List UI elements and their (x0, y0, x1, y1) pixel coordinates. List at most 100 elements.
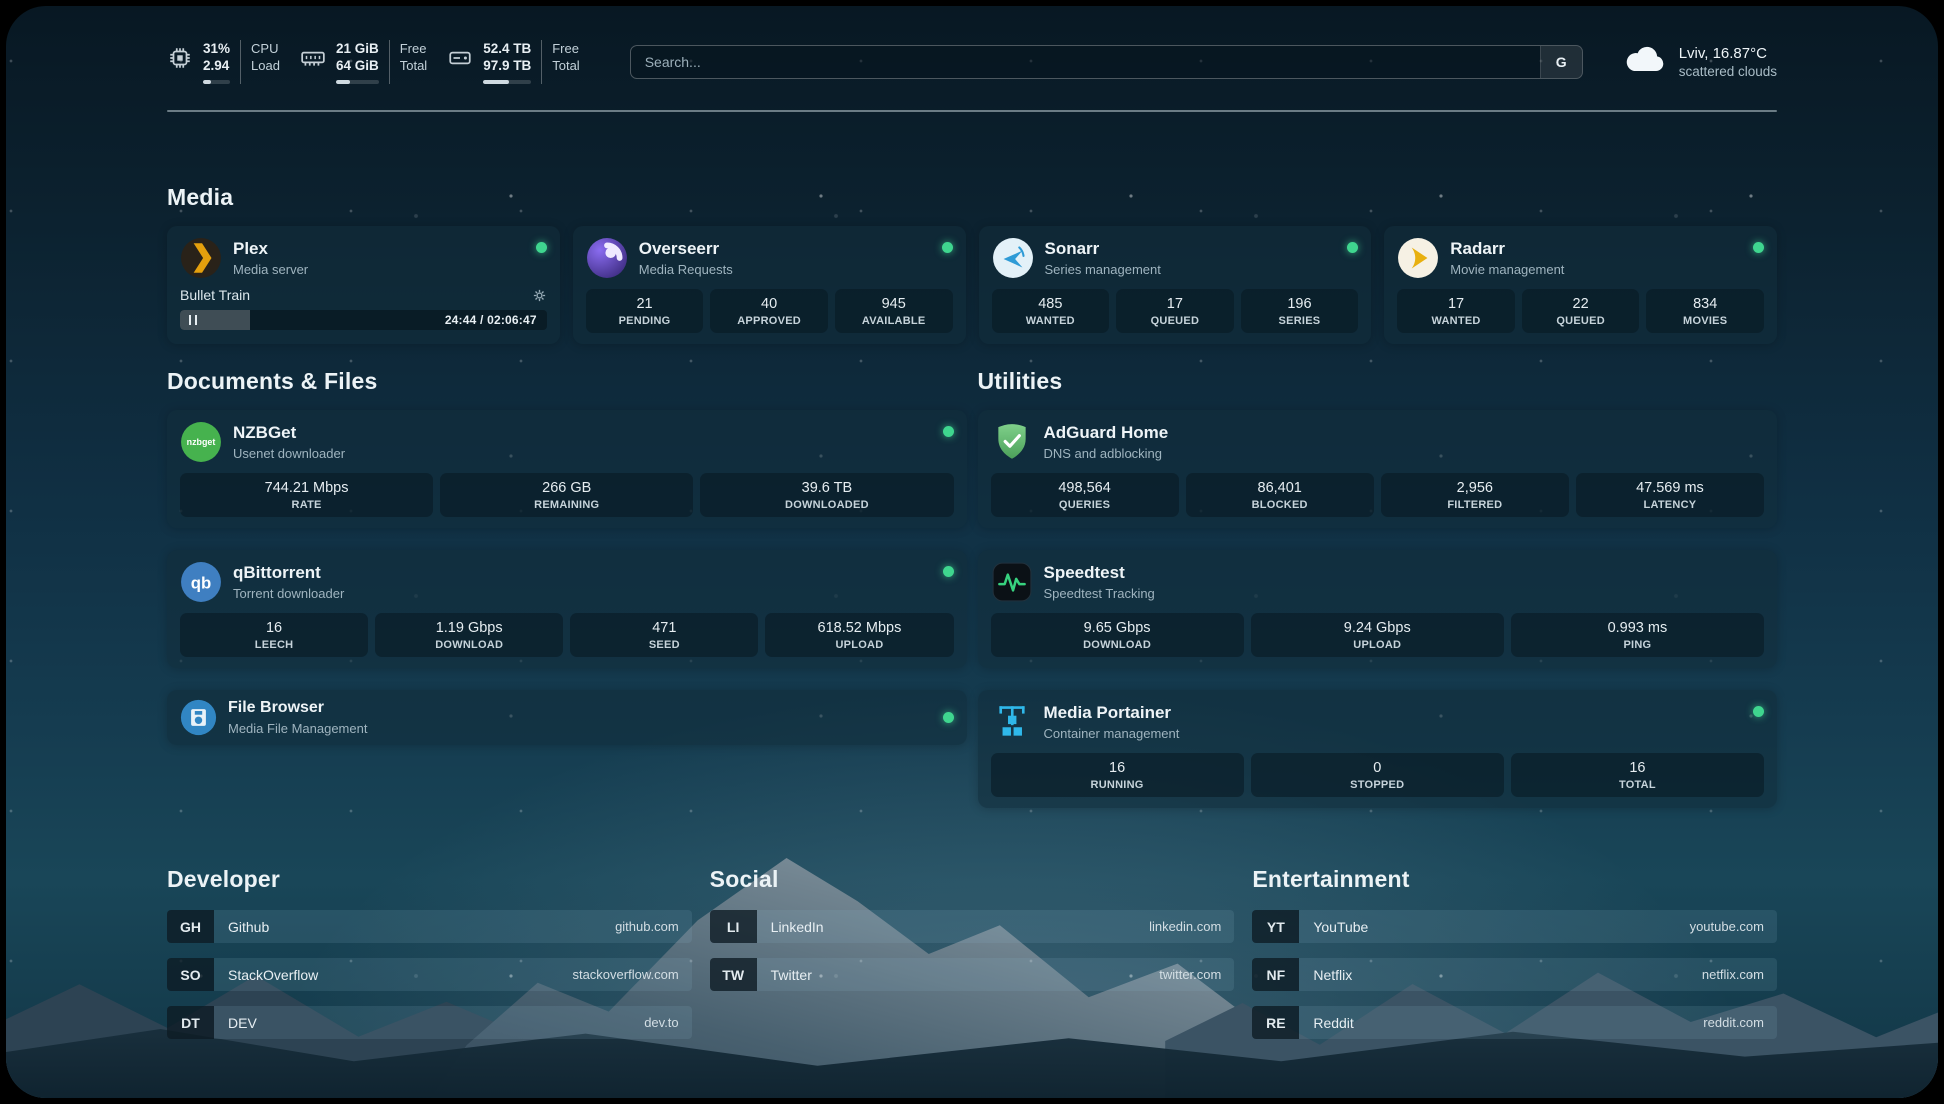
section-title-documents: Documents & Files (167, 368, 378, 394)
app-name: Radarr (1450, 239, 1506, 259)
stat-wanted: 485 WANTED (991, 289, 1110, 333)
disk-progress-track (483, 80, 532, 84)
stat-downloaded: 39.6 TB DOWNLOADED (700, 473, 954, 517)
sonarr-icon (992, 237, 1034, 279)
pause-icon[interactable] (189, 315, 197, 325)
metric-divider (388, 40, 390, 84)
ram-progress-fill (335, 80, 351, 84)
app-name: Plex (233, 239, 268, 259)
stat-upload: 618.52 Mbps UPLOAD (765, 613, 954, 657)
plex-icon (180, 237, 222, 279)
cpu-percent: 31% (203, 41, 231, 56)
stat-latency: 47.569 ms LATENCY (1575, 473, 1764, 517)
twitter-badge: TW (709, 958, 757, 991)
app-card-filebrowser[interactable]: File Browser Media File Management (167, 690, 967, 745)
ram-free-label: Free (399, 41, 427, 56)
gear-icon[interactable] (532, 288, 547, 303)
netflix-badge: NF (1252, 958, 1300, 991)
app-card-sonarr[interactable]: Sonarr Series management 485 WANTED 17 Q… (978, 226, 1372, 344)
app-desc: Series management (1044, 261, 1161, 277)
svg-text:nzbget: nzbget (187, 437, 216, 447)
stat-leech: 16 LEECH (180, 613, 369, 657)
stat-queued: 22 QUEUED (1521, 289, 1640, 333)
app-name: AdGuard Home (1043, 423, 1169, 443)
stat-queries: 498,564 QUERIES (990, 473, 1179, 517)
disk-total-label: Total (552, 58, 580, 73)
media-grid: Plex Media server Bullet Train 24:44 / 0… (167, 226, 1777, 344)
app-card-overseerr[interactable]: Overseerr Media Requests 21 PENDING 40 A… (572, 226, 966, 344)
app-name: Overseerr (638, 239, 720, 259)
stat-upload: 9.24 Gbps UPLOAD (1250, 613, 1504, 657)
github-badge: GH (167, 910, 214, 943)
cpu-label: CPU (251, 41, 279, 56)
stackoverflow-badge: SO (167, 958, 214, 991)
stat-queued: 17 QUEUED (1116, 289, 1234, 333)
section-title-utilities: Utilities (977, 368, 1063, 394)
utilities-column: Utilities AdGuard Home DNS and adblockin… (977, 368, 1777, 808)
bookmark-dev[interactable]: DT DEV dev.to (167, 1006, 692, 1039)
disk-free-label: Free (552, 41, 579, 56)
app-name: qBittorrent (233, 563, 321, 583)
youtube-badge: YT (1252, 910, 1300, 943)
cpu-metric: 31% 2.94 CPU Load (167, 40, 280, 84)
linkedin-badge: LI (709, 910, 757, 943)
disk-progress-fill (483, 80, 509, 84)
bookmark-linkedin[interactable]: LI LinkedIn linkedin.com (709, 910, 1235, 943)
ram-progress-track (335, 80, 379, 84)
status-dot (1347, 242, 1359, 253)
stat-stopped: 0 STOPPED (1250, 753, 1504, 797)
weather-widget: Lviv, 16.87°C scattered clouds (1623, 45, 1777, 80)
playback-progress-bar[interactable]: 24:44 / 02:06:47 (180, 310, 547, 330)
section-title-entertainment: Entertainment (1252, 866, 1410, 892)
bookmark-twitter[interactable]: TW Twitter twitter.com (709, 958, 1235, 991)
app-card-qbittorrent[interactable]: qb qBittorrent Torrent downloader 16 LEE… (167, 550, 967, 668)
ram-metric: 21 GiB 64 GiB Free Total (300, 40, 427, 84)
cpu-load-value: 2.94 (203, 58, 230, 73)
stat-download: 9.65 Gbps DOWNLOAD (990, 613, 1244, 657)
stat-blocked: 86,401 BLOCKED (1185, 473, 1374, 517)
app-card-nzbget[interactable]: nzbget NZBGet Usenet downloader 744.21 M… (167, 410, 967, 528)
bookmark-netflix[interactable]: NF Netflix netflix.com (1252, 958, 1777, 991)
app-name: Sonarr (1044, 239, 1100, 259)
search-bar: G (629, 45, 1583, 79)
app-desc: Media server (233, 261, 309, 277)
overseerr-icon (586, 237, 628, 279)
stat-filtered: 2,956 FILTERED (1380, 473, 1569, 517)
app-card-adguard[interactable]: AdGuard Home DNS and adblocking 498,564 … (977, 410, 1777, 528)
cpu-icon (167, 45, 193, 76)
status-dot (942, 712, 954, 723)
bookmark-stackoverflow[interactable]: SO StackOverflow stackoverflow.com (167, 958, 692, 991)
stat-approved: 40 APPROVED (710, 289, 828, 333)
social-bookmarks: Social LI LinkedIn linkedin.com TW Twitt… (709, 866, 1235, 1039)
app-desc: Media File Management (228, 720, 368, 736)
stat-series: 196 SERIES (1240, 289, 1359, 333)
bookmark-reddit[interactable]: RE Reddit reddit.com (1252, 1006, 1777, 1039)
status-dot (941, 242, 953, 253)
cloud-icon (1623, 45, 1667, 80)
portainer-icon (991, 701, 1033, 743)
ram-icon (300, 45, 326, 76)
weather-location: Lviv, 16.87°C (1678, 45, 1767, 62)
app-card-plex[interactable]: Plex Media server Bullet Train 24:44 / 0… (167, 226, 560, 344)
bookmark-github[interactable]: GH Github github.com (167, 910, 692, 943)
metric-divider (240, 40, 242, 84)
stat-download: 1.19 Gbps DOWNLOAD (375, 613, 564, 657)
cpu-load-label: Load (251, 58, 280, 73)
cpu-progress-track (203, 80, 231, 84)
app-card-radarr[interactable]: Radarr Movie management 17 WANTED 22 QUE… (1384, 226, 1777, 344)
stat-seed: 471 SEED (570, 613, 759, 657)
disk-metric: 52.4 TB 97.9 TB Free Total (447, 40, 580, 84)
app-card-speedtest[interactable]: Speedtest Speedtest Tracking 9.65 Gbps D… (977, 550, 1777, 668)
search-input[interactable] (630, 46, 1540, 78)
app-card-portainer[interactable]: Media Portainer Container management 16 … (977, 690, 1777, 808)
stat-remaining: 266 GB REMAINING (440, 473, 694, 517)
now-playing-title: Bullet Train (180, 287, 251, 303)
playback-time: 24:44 / 02:06:47 (444, 313, 537, 327)
search-engine-button[interactable]: G (1539, 46, 1582, 78)
nzbget-icon: nzbget (180, 421, 222, 463)
app-desc: DNS and adblocking (1043, 445, 1163, 461)
developer-bookmarks: Developer GH Github github.com SO StackO… (167, 866, 692, 1039)
stat-available: 945 AVAILABLE (834, 289, 953, 333)
app-desc: Torrent downloader (233, 585, 345, 601)
bookmark-youtube[interactable]: YT YouTube youtube.com (1252, 910, 1777, 943)
